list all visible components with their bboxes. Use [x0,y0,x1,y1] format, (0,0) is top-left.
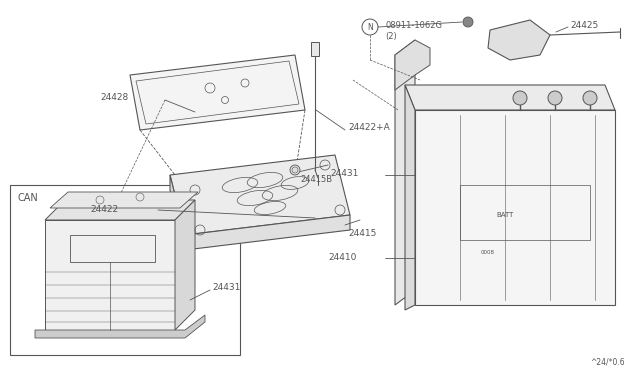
Text: 24431: 24431 [212,283,241,292]
Polygon shape [405,85,415,310]
Circle shape [463,17,473,27]
Text: (2): (2) [385,32,397,42]
Text: 0008: 0008 [481,250,495,254]
Text: 08911-1062G: 08911-1062G [385,20,442,29]
Circle shape [513,91,527,105]
Text: 24428: 24428 [100,93,128,103]
Polygon shape [50,192,198,208]
Text: 24410: 24410 [328,253,356,263]
Polygon shape [395,40,415,305]
Polygon shape [170,175,185,250]
Text: 24415B: 24415B [300,176,332,185]
Text: 24422+A: 24422+A [348,124,390,132]
Circle shape [548,91,562,105]
Polygon shape [415,110,615,305]
Text: ^24/*0.6: ^24/*0.6 [590,357,625,366]
Bar [10,185,240,355]
Circle shape [583,91,597,105]
Polygon shape [175,200,195,330]
Text: 24425: 24425 [570,20,598,29]
Polygon shape [45,200,195,220]
Polygon shape [130,55,305,130]
Text: N: N [367,23,373,32]
Polygon shape [170,155,350,235]
Text: 24431: 24431 [330,169,358,177]
Polygon shape [488,20,550,60]
Polygon shape [45,220,175,330]
Circle shape [290,165,300,175]
Text: CAN: CAN [18,193,39,203]
Bar [311,42,319,56]
Text: 24415: 24415 [348,230,376,238]
Text: 24422: 24422 [90,205,118,215]
Polygon shape [395,40,430,90]
Polygon shape [35,315,205,338]
Polygon shape [405,85,615,110]
Polygon shape [185,215,350,250]
Text: BATT: BATT [496,212,514,218]
